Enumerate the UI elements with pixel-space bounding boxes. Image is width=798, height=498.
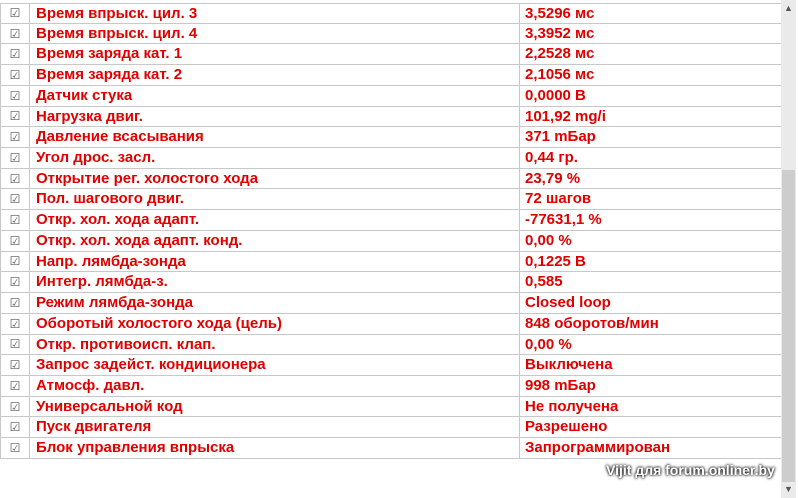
checkbox-checked-icon[interactable]: ☑ [0,251,30,272]
parameter-name: Пол. шагового двиг. [30,189,520,210]
parameter-name: Универсальной код [30,396,520,417]
checkbox-checked-icon[interactable]: ☑ [0,65,30,85]
checkbox-checked-icon[interactable]: ☑ [0,438,30,458]
table-row[interactable]: ☑ Пол. шагового двиг. 72 шагов [0,189,781,211]
table-row[interactable]: ☑ Откр. хол. хода адапт. -77631,1 % [0,210,781,231]
parameter-value: Closed loop [525,294,611,312]
table-row[interactable]: ☑ Угол дрос. засл. 0,44 гр. [0,148,781,169]
table-row[interactable]: ☑ Давление всасывания 371 mБар [0,127,781,149]
table-row[interactable]: ☑ Открытие рег. холостого хода 23,79 % [0,168,781,190]
checkbox-checked-icon[interactable]: ☑ [0,230,30,251]
parameter-name: Откр. хол. хода адапт. конд. [30,230,520,251]
parameter-name: Открытие рег. холостого хода [30,168,520,189]
table-row[interactable]: ☑ Время впрыск. цил. 3 3,5296 мс [0,3,781,24]
checkbox-checked-icon[interactable]: ☑ [0,293,30,313]
checkbox-checked-icon[interactable]: ☑ [0,168,30,189]
parameter-value: 23,79 % [525,169,581,187]
table-row[interactable]: ☑ Напр. лямбда-зонда 0,1225 В [0,251,781,273]
parameter-name: Время заряда кат. 2 [30,65,520,85]
checkbox-checked-icon[interactable]: ☑ [0,313,30,334]
parameter-name: Откр. противоисп. клап. [30,334,520,355]
checkbox-checked-icon[interactable]: ☑ [0,189,30,210]
checkbox-checked-icon[interactable]: ☑ [0,44,30,65]
parameter-value: 3,3952 мс [525,24,595,42]
parameter-value: 2,2528 мс [525,45,595,63]
table-row[interactable]: ☑ Оборотый холостого хода (цель) 848 обо… [0,313,781,335]
parameter-value: -77631,1 % [525,211,602,229]
parameter-name: Время заряда кат. 1 [30,44,520,65]
table-row[interactable]: ☑ Время заряда кат. 2 2,1056 мс [0,65,781,86]
checkbox-checked-icon[interactable]: ☑ [0,4,30,23]
scrollbar-thumb[interactable] [782,170,795,482]
scroll-up-icon[interactable]: ▲ [784,3,793,13]
table-row[interactable]: ☑ Режим лямбда-зонда Closed loop [0,293,781,314]
checkbox-checked-icon[interactable]: ☑ [0,127,30,148]
parameter-value: 848 оборотов/мин [525,314,659,332]
table-row[interactable]: ☑ Атмосф. давл. 998 mБар [0,375,781,397]
parameter-name: Напр. лямбда-зонда [30,251,520,272]
parameter-value: Разрешено [525,418,608,436]
parameter-value: 72 шагов [525,190,592,208]
table-row[interactable]: ☑ Откр. хол. хода адапт. конд. 0,00 % [0,230,781,252]
parameter-name: Запрос задейст. кондиционера [30,355,520,375]
checkbox-checked-icon[interactable]: ☑ [0,210,30,230]
parameter-name: Датчик стука [30,85,520,106]
checkbox-checked-icon[interactable]: ☑ [0,106,30,127]
checkbox-checked-icon[interactable]: ☑ [0,417,30,438]
parameter-value: 998 mБар [525,376,596,394]
parameter-value: 371 mБар [525,128,596,146]
checkbox-checked-icon[interactable]: ☑ [0,85,30,106]
checkbox-checked-icon[interactable]: ☑ [0,375,30,396]
table-row[interactable]: ☑ Время впрыск. цил. 4 3,3952 мс [0,23,781,45]
parameter-value: 0,00 % [525,231,572,249]
checkbox-checked-icon[interactable]: ☑ [0,148,30,168]
parameter-name: Атмосф. давл. [30,375,520,396]
table-row[interactable]: ☑ Откр. противоисп. клап. 0,00 % [0,334,781,356]
vertical-scrollbar[interactable]: ▲ ▼ [781,0,796,498]
parameter-name: Режим лямбда-зонда [30,293,520,313]
table-row[interactable]: ☑ Интегр. лямбда-з. 0,585 [0,272,781,294]
parameter-value: 0,0000 В [525,86,586,104]
parameter-value: Не получена [525,397,619,415]
watermark: Vijit для forum.onliner.by [606,462,775,478]
checkbox-checked-icon[interactable]: ☑ [0,272,30,293]
checkbox-checked-icon[interactable]: ☑ [0,23,30,44]
table-row[interactable]: ☑ Датчик стука 0,0000 В [0,85,781,107]
parameter-grid: ☑ Время впрыск. цил. 3 3,5296 мс ☑ Время … [0,3,781,459]
parameter-name: Оборотый холостого хода (цель) [30,313,520,334]
parameter-name: Время впрыск. цил. 3 [30,4,520,23]
parameter-value: Выключена [525,356,613,374]
parameter-name: Интегр. лямбда-з. [30,272,520,293]
table-row[interactable]: ☑ Пуск двигателя Разрешено [0,417,781,439]
table-row[interactable]: ☑ Блок управления впрыска Запрограммиров… [0,438,781,459]
table-row[interactable]: ☑ Универсальной код Не получена [0,396,781,418]
parameter-value: 2,1056 мс [525,66,595,84]
parameter-name: Давление всасывания [30,127,520,148]
checkbox-checked-icon[interactable]: ☑ [0,396,30,417]
table-row[interactable]: ☑ Время заряда кат. 1 2,2528 мс [0,44,781,66]
parameter-value: 0,585 [525,273,563,291]
parameter-name: Пуск двигателя [30,417,520,438]
parameter-name: Откр. хол. хода адапт. [30,210,520,230]
parameter-value: 0,00 % [525,335,572,353]
checkbox-checked-icon[interactable]: ☑ [0,355,30,375]
table-row[interactable]: ☑ Нагрузка двиг. 101,92 mg/i [0,106,781,128]
scroll-down-icon[interactable]: ▼ [784,484,793,494]
parameter-name: Нагрузка двиг. [30,106,520,127]
parameter-name: Угол дрос. засл. [30,148,520,168]
parameter-name: Время впрыск. цил. 4 [30,23,520,44]
parameter-value: Запрограммирован [525,439,671,457]
parameter-value: 101,92 mg/i [525,107,606,125]
parameter-value: 0,44 гр. [525,149,578,167]
parameter-name: Блок управления впрыска [30,438,520,458]
table-row[interactable]: ☑ Запрос задейст. кондиционера Выключена [0,355,781,376]
parameter-value: 3,5296 мс [525,5,595,22]
parameter-value: 0,1225 В [525,252,586,270]
checkbox-checked-icon[interactable]: ☑ [0,334,30,355]
